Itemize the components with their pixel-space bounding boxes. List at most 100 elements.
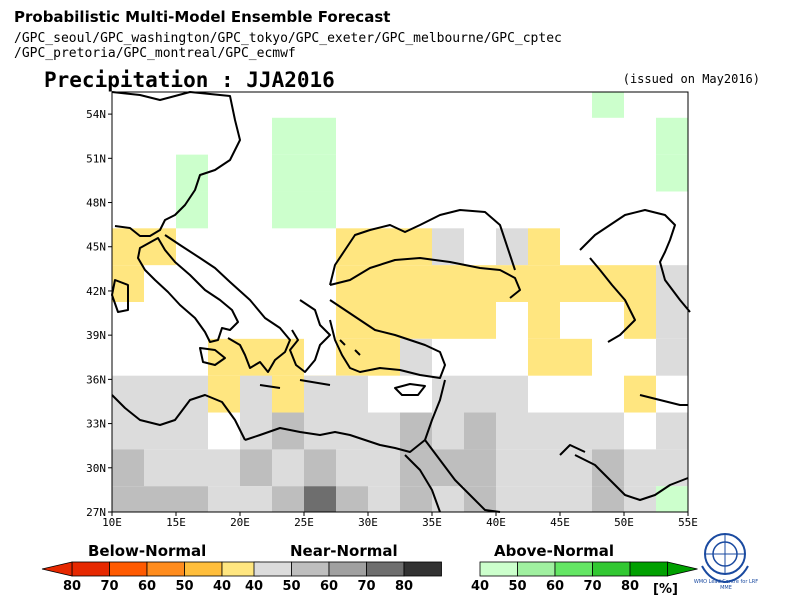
probability-cell [368, 449, 400, 487]
coastline-italy-boot [137, 237, 239, 343]
probability-cell [336, 412, 368, 450]
probability-cell [272, 154, 304, 192]
legend-arrow-right [667, 561, 698, 577]
legend-swatch-above [479, 561, 518, 577]
legend-swatch-near [366, 561, 405, 577]
probability-cell [368, 228, 400, 266]
probability-cell [144, 228, 176, 266]
probability-cell [208, 486, 240, 512]
longitude-tick-label: 35E [422, 516, 442, 529]
wmo-logo-icon [701, 533, 749, 584]
legend-swatch-above [517, 561, 556, 577]
latitude-tick-label: 30N [86, 462, 106, 475]
probability-cell [176, 486, 208, 512]
probability-cell [112, 412, 144, 450]
probability-cell [272, 375, 304, 413]
legend-swatch-below [184, 561, 223, 577]
probability-cell [432, 302, 464, 339]
probability-cell [336, 486, 368, 512]
legend-tick-above: 40 [470, 579, 490, 594]
probability-cell [240, 486, 272, 512]
coastline-libya [111, 394, 246, 441]
longitude-tick-label: 20E [230, 516, 250, 529]
probability-cell [400, 486, 432, 512]
model-list-line-1: /GPC_seoul/GPC_washington/GPC_tokyo/GPC_… [14, 31, 562, 46]
coastline-cyprus [394, 383, 426, 396]
probability-cell [592, 412, 624, 450]
probability-cell [624, 375, 656, 413]
probability-cell [592, 92, 624, 118]
probability-cell [496, 449, 528, 487]
legend-unit: [%] [653, 582, 678, 597]
legend-swatch-below [146, 561, 185, 577]
probability-cell [144, 412, 176, 450]
forecast-title: Probabilistic Multi-Model Ensemble Forec… [14, 8, 391, 26]
probability-cell [176, 375, 208, 413]
probability-cell [528, 302, 560, 339]
coastline-red-sea-west [404, 454, 441, 513]
longitude-tick-label: 30E [358, 516, 378, 529]
probability-cell [528, 486, 560, 512]
probability-cell [144, 486, 176, 512]
legend-swatch-near [291, 561, 330, 577]
probability-cell [304, 486, 336, 512]
probability-cell [368, 412, 400, 450]
legend-swatch-below [109, 561, 148, 577]
probability-cell [144, 449, 176, 487]
probability-cell [656, 412, 688, 450]
legend-title-near-normal: Near-Normal [290, 542, 398, 560]
probability-cell [656, 265, 688, 302]
latitude-tick-label: 42N [86, 285, 106, 298]
probability-cell [240, 412, 272, 450]
probability-cell [176, 412, 208, 450]
legend-tick-below: 70 [100, 579, 119, 594]
legend-swatch-near [328, 561, 367, 577]
latitude-tick-label: 54N [86, 108, 106, 121]
coastline-turkey-north [329, 257, 521, 299]
probability-cell [528, 265, 560, 302]
legend-tick-above: 70 [583, 579, 602, 594]
probability-cell [528, 412, 560, 450]
coastline-greece [289, 299, 331, 373]
probability-cell [368, 302, 400, 339]
probability-cell [304, 154, 336, 192]
longitude-tick-label: 45E [550, 516, 570, 529]
issued-date: (issued on May2016) [622, 72, 760, 86]
latitude-tick-label: 39N [86, 329, 106, 342]
coastline-gulf [574, 454, 689, 501]
probability-cell [656, 154, 688, 192]
coastline-gulf-north [559, 444, 586, 456]
probability-cell [432, 265, 464, 302]
probability-cell [272, 486, 304, 512]
legend-tick-near: 70 [357, 579, 376, 594]
probability-cell [464, 265, 496, 302]
probability-cell [464, 375, 496, 413]
latitude-tick-label: 27N [86, 506, 106, 519]
wmo-logo-text: WMO Lead Centre for LRF MME [693, 579, 759, 591]
model-list-line-2: /GPC_pretoria/GPC_montreal/GPC_ecmwf [14, 46, 296, 61]
legend-tick-near: 60 [319, 579, 339, 594]
probability-cell [336, 265, 368, 302]
longitude-axis: 10E 15E 20E 25E 30E 35E 40E 45E 50E 55E [102, 512, 698, 529]
coastline-aegean-islands [259, 339, 361, 389]
variable-season-title: Precipitation : JJA2016 [44, 68, 335, 92]
legend-tick-above: 50 [508, 579, 527, 594]
legend-tick-near: 50 [282, 579, 301, 594]
probability-cell [240, 449, 272, 487]
probability-cell [240, 375, 272, 413]
legend-title-above-normal: Above-Normal [494, 542, 614, 560]
probability-cell [208, 449, 240, 487]
legend-tick-below: 40 [212, 579, 232, 594]
probability-cell [464, 412, 496, 450]
legend-tick-above: 80 [620, 579, 640, 594]
probability-cell [112, 449, 144, 487]
probability-cell [432, 412, 464, 450]
latitude-tick-label: 48N [86, 197, 106, 210]
probability-cell [560, 338, 592, 376]
probability-cell [400, 265, 432, 302]
probability-cell [400, 338, 432, 376]
probability-cell [400, 302, 432, 339]
probability-cell [304, 449, 336, 487]
legend-tick-near: 40 [244, 579, 264, 594]
latitude-tick-label: 33N [86, 418, 106, 431]
